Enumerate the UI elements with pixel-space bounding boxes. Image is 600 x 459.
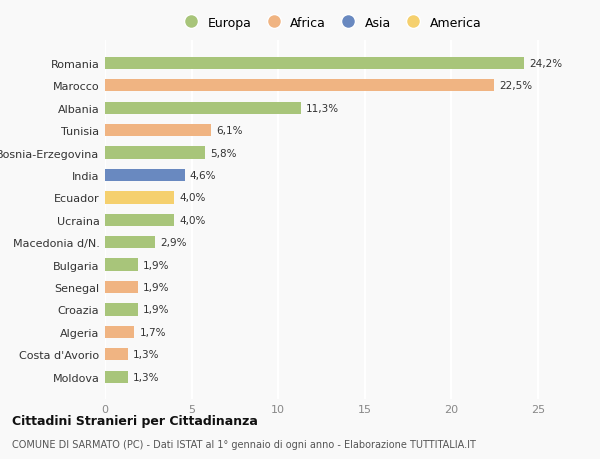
Bar <box>105 102 301 115</box>
Bar <box>105 80 494 92</box>
Bar <box>105 169 185 182</box>
Bar <box>105 326 134 338</box>
Text: 22,5%: 22,5% <box>500 81 533 91</box>
Bar <box>105 304 138 316</box>
Text: 1,9%: 1,9% <box>143 305 170 315</box>
Bar <box>105 236 155 249</box>
Text: 11,3%: 11,3% <box>306 103 339 113</box>
Text: 4,0%: 4,0% <box>179 193 206 203</box>
Bar <box>105 348 128 361</box>
Legend: Europa, Africa, Asia, America: Europa, Africa, Asia, America <box>173 12 487 35</box>
Text: 1,3%: 1,3% <box>133 372 159 382</box>
Bar <box>105 57 524 70</box>
Bar <box>105 192 174 204</box>
Text: 2,9%: 2,9% <box>160 238 187 248</box>
Bar <box>105 259 138 271</box>
Text: 1,9%: 1,9% <box>143 260 170 270</box>
Text: 1,7%: 1,7% <box>140 327 166 337</box>
Text: 4,0%: 4,0% <box>179 215 206 225</box>
Bar <box>105 371 128 383</box>
Text: 6,1%: 6,1% <box>216 126 242 136</box>
Bar <box>105 125 211 137</box>
Text: 24,2%: 24,2% <box>529 59 562 69</box>
Bar <box>105 147 205 159</box>
Text: COMUNE DI SARMATO (PC) - Dati ISTAT al 1° gennaio di ogni anno - Elaborazione TU: COMUNE DI SARMATO (PC) - Dati ISTAT al 1… <box>12 440 476 449</box>
Text: 4,6%: 4,6% <box>190 171 217 180</box>
Bar <box>105 214 174 226</box>
Bar <box>105 281 138 294</box>
Text: 1,9%: 1,9% <box>143 282 170 292</box>
Text: 5,8%: 5,8% <box>211 148 237 158</box>
Text: 1,3%: 1,3% <box>133 350 159 359</box>
Text: Cittadini Stranieri per Cittadinanza: Cittadini Stranieri per Cittadinanza <box>12 414 258 428</box>
